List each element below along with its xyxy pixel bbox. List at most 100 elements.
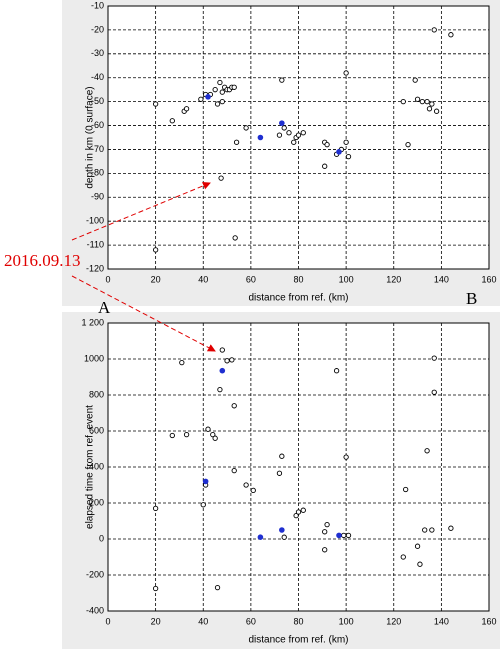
data-point bbox=[243, 482, 249, 488]
data-point bbox=[426, 106, 433, 112]
y-tick-label: 800 bbox=[89, 389, 104, 399]
y-tick-label: -50 bbox=[91, 96, 104, 106]
data-point bbox=[243, 125, 249, 131]
y-axis-label: depth in km (0 surface) bbox=[85, 86, 96, 188]
data-point bbox=[431, 355, 437, 361]
data-point bbox=[341, 532, 347, 539]
y-tick-label: -400 bbox=[86, 605, 104, 615]
data-point bbox=[152, 101, 159, 107]
y-tick-label: -60 bbox=[91, 120, 104, 130]
data-point bbox=[424, 98, 430, 105]
data-point bbox=[183, 431, 190, 438]
y-tick-label: -10 bbox=[91, 0, 104, 10]
y-tick-label: -110 bbox=[87, 239, 104, 249]
y-tick-label: -70 bbox=[91, 144, 104, 154]
data-point bbox=[214, 101, 221, 107]
y-axis-label: elapsed time from ref. event bbox=[85, 405, 96, 529]
data-point bbox=[198, 96, 204, 102]
data-point bbox=[343, 70, 349, 76]
data-point bbox=[281, 125, 287, 131]
y-tick-label: 0 bbox=[99, 533, 104, 543]
data-point bbox=[343, 139, 349, 145]
data-point bbox=[429, 101, 435, 107]
x-tick-label: 140 bbox=[434, 616, 449, 626]
data-point bbox=[414, 96, 421, 102]
data-point bbox=[400, 554, 406, 560]
data-point bbox=[229, 357, 235, 363]
data-point bbox=[333, 368, 340, 374]
data-point bbox=[414, 543, 421, 549]
data-point bbox=[295, 132, 302, 138]
data-point bbox=[232, 235, 238, 241]
x-tick-label: 60 bbox=[246, 616, 256, 626]
data-point bbox=[403, 486, 409, 493]
x-tick-label: 160 bbox=[481, 274, 496, 284]
y-tick-label: 600 bbox=[89, 425, 104, 435]
data-point bbox=[417, 561, 423, 567]
data-point bbox=[152, 247, 159, 253]
y-tick-label: -30 bbox=[91, 48, 104, 58]
data-point bbox=[183, 106, 190, 112]
data-point bbox=[291, 139, 297, 145]
data-point bbox=[300, 507, 306, 513]
data-point bbox=[219, 98, 225, 105]
data-point bbox=[205, 426, 211, 432]
y-tick-label: -90 bbox=[91, 192, 104, 202]
x-tick-label: 80 bbox=[293, 616, 303, 626]
data-point bbox=[405, 142, 411, 148]
y-tick-label: 1000 bbox=[84, 353, 104, 363]
data-point bbox=[233, 139, 240, 145]
data-point bbox=[152, 505, 159, 512]
data-point bbox=[212, 87, 218, 93]
arrow bbox=[71, 275, 216, 352]
data-point bbox=[293, 512, 299, 519]
data-point bbox=[448, 32, 454, 38]
data-point bbox=[343, 454, 349, 460]
arrow bbox=[71, 181, 211, 241]
x-tick-label: 100 bbox=[339, 616, 354, 626]
x-axis-label: distance from ref. (km) bbox=[248, 635, 348, 646]
x-axis-label: distance from ref. (km) bbox=[248, 293, 348, 304]
y-tick-label: 400 bbox=[89, 461, 104, 471]
data-point bbox=[279, 120, 285, 126]
x-tick-label: 120 bbox=[386, 616, 401, 626]
data-point bbox=[212, 435, 218, 441]
data-point bbox=[279, 527, 285, 533]
data-point bbox=[250, 487, 256, 494]
data-point bbox=[345, 532, 352, 539]
data-point bbox=[214, 584, 221, 591]
data-point bbox=[322, 163, 328, 169]
data-point bbox=[286, 130, 292, 136]
y-tick-label: -120 bbox=[86, 263, 104, 273]
data-point bbox=[322, 529, 328, 535]
date-annotation: 2016.09.13 bbox=[4, 251, 81, 270]
y-tick-label: -20 bbox=[91, 24, 104, 34]
data-point bbox=[217, 386, 223, 393]
x-tick-label: 0 bbox=[105, 274, 110, 284]
data-point bbox=[219, 89, 225, 95]
data-point bbox=[152, 585, 159, 592]
data-point bbox=[324, 521, 330, 528]
data-point bbox=[281, 534, 287, 540]
label-a: A bbox=[98, 298, 111, 317]
data-point bbox=[231, 403, 237, 409]
data-point bbox=[231, 84, 237, 90]
data-point bbox=[231, 467, 237, 474]
y-tick-label: -80 bbox=[91, 168, 104, 178]
data-point bbox=[431, 389, 437, 395]
data-point bbox=[179, 359, 185, 366]
x-tick-label: 160 bbox=[481, 616, 496, 626]
y-tick-label: -40 bbox=[91, 72, 104, 82]
data-point bbox=[218, 175, 224, 181]
data-point bbox=[257, 134, 264, 141]
x-tick-label: 140 bbox=[434, 274, 449, 284]
x-tick-label: 0 bbox=[105, 616, 110, 626]
data-point bbox=[300, 130, 306, 136]
data-point bbox=[217, 79, 223, 86]
data-point bbox=[448, 525, 454, 531]
label-b: B bbox=[466, 289, 477, 308]
data-point bbox=[336, 149, 342, 155]
x-tick-label: 100 bbox=[339, 274, 354, 284]
x-tick-label: 60 bbox=[246, 274, 256, 284]
plot-frame bbox=[107, 5, 490, 270]
